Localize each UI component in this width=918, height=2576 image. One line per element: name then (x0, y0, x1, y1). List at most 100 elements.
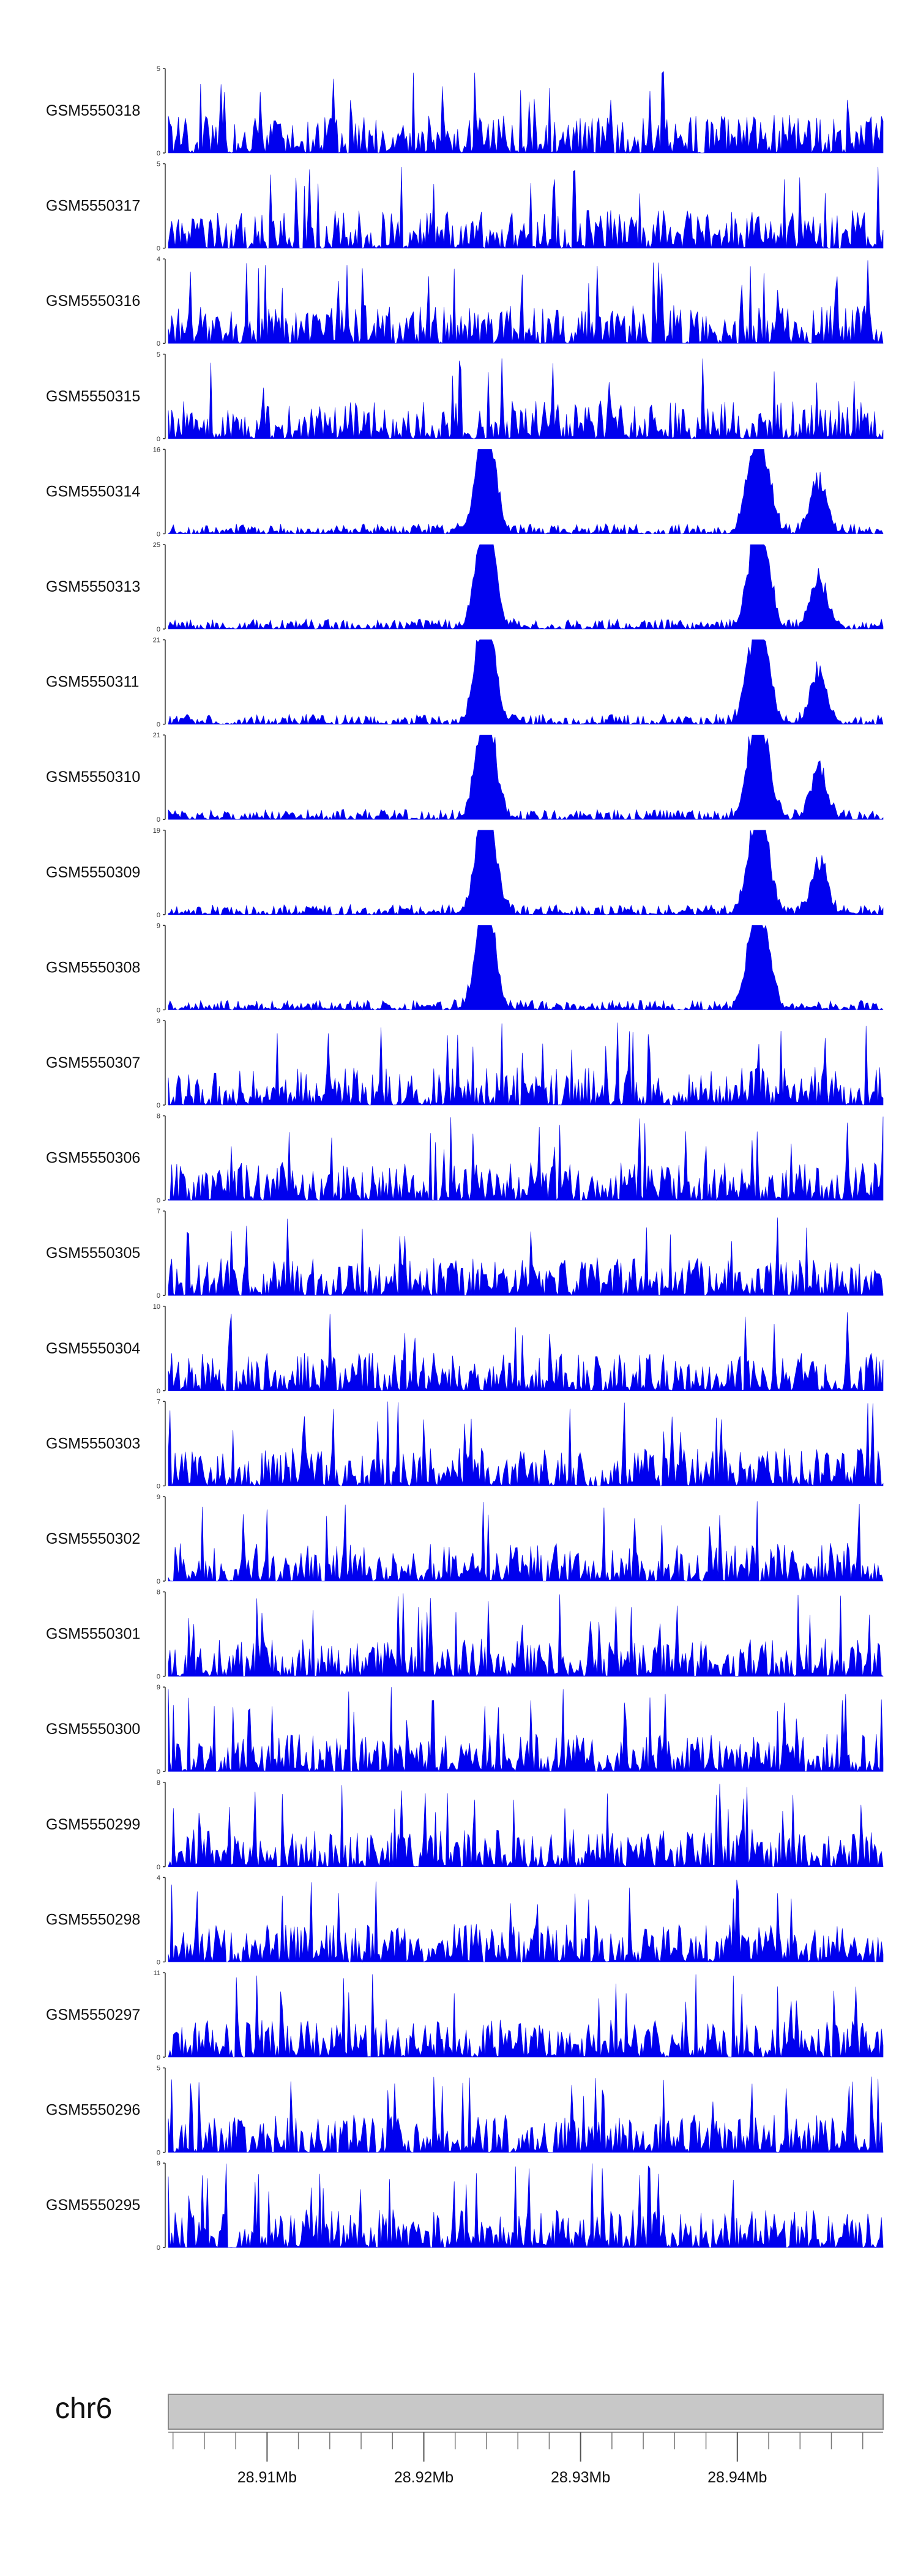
y-tick-label-max: 5 (157, 65, 160, 73)
coverage-area (168, 544, 884, 630)
coverage-area (168, 1116, 884, 1201)
coverage-area (168, 639, 884, 725)
y-tick-label-zero: 0 (157, 816, 160, 824)
axis-tick-label: 28.91Mb (237, 2469, 297, 2486)
track-label: GSM5550303 (46, 1435, 140, 1452)
genome-position-axis: 28.91Mb 28.92Mb 28.93Mb 28.94Mb (168, 2432, 883, 2486)
y-tick-label-zero: 0 (157, 912, 160, 919)
coverage-area (168, 1593, 884, 1677)
track-label: GSM5550302 (46, 1530, 140, 1547)
y-tick-label-zero: 0 (157, 1578, 160, 1585)
track-label: GSM5550298 (46, 1911, 140, 1928)
track-GSM5550306: GSM5550306 8 0 (46, 1113, 884, 1205)
y-tick-label-zero: 0 (157, 1673, 160, 1681)
track-label: GSM5550301 (46, 1626, 140, 1643)
track-GSM5550314: GSM5550314 16 0 (46, 446, 884, 538)
y-tick-label-zero: 0 (157, 1102, 160, 1109)
y-tick-label-zero: 0 (157, 626, 160, 633)
coverage-area (168, 1312, 884, 1391)
track-GSM5550301: GSM5550301 8 0 (46, 1589, 884, 1681)
y-tick-label-zero: 0 (157, 150, 160, 157)
track-GSM5550315: GSM5550315 5 0 (46, 351, 884, 443)
track-label: GSM5550307 (46, 1054, 140, 1071)
y-tick-label-max: 8 (157, 1113, 160, 1120)
track-label: GSM5550318 (46, 102, 140, 119)
track-label: GSM5550314 (46, 483, 140, 500)
y-tick-label-zero: 0 (157, 1768, 160, 1776)
track-label: GSM5550295 (46, 2197, 140, 2214)
track-label: GSM5550315 (46, 388, 140, 405)
coverage-area (168, 1401, 884, 1487)
y-tick-label-max: 7 (157, 1208, 160, 1215)
axis-tick-label: 28.94Mb (707, 2469, 767, 2486)
coverage-area (168, 449, 884, 535)
track-GSM5550313: GSM5550313 25 0 (46, 542, 884, 633)
y-tick-label-zero: 0 (157, 1388, 160, 1395)
track-GSM5550310: GSM5550310 21 0 (46, 732, 884, 824)
axis-tick-label: 28.92Mb (394, 2469, 453, 2486)
y-tick-label-max: 8 (157, 1589, 160, 1596)
track-GSM5550309: GSM5550309 19 0 (46, 827, 884, 919)
coverage-area (168, 1880, 884, 1963)
track-GSM5550308: GSM5550308 9 0 (46, 922, 884, 1014)
track-label: GSM5550310 (46, 769, 140, 786)
y-tick-label-zero: 0 (157, 1197, 160, 1205)
y-tick-label-max: 25 (153, 542, 160, 549)
track-GSM5550297: GSM5550297 11 0 (46, 1970, 884, 2061)
track-GSM5550295: GSM5550295 9 0 (46, 2160, 884, 2252)
track-GSM5550304: GSM5550304 10 0 (46, 1303, 884, 1395)
track-label: GSM5550300 (46, 1721, 140, 1738)
track-GSM5550296: GSM5550296 5 0 (46, 2065, 884, 2157)
track-GSM5550303: GSM5550303 7 0 (46, 1398, 884, 1490)
track-GSM5550298: GSM5550298 4 0 (46, 1874, 884, 1966)
y-tick-label-max: 9 (157, 2160, 160, 2167)
y-tick-label-zero: 0 (157, 2244, 160, 2252)
track-label: GSM5550313 (46, 578, 140, 595)
y-tick-label-max: 4 (157, 1874, 160, 1882)
y-tick-label-max: 21 (153, 732, 160, 739)
y-tick-label-zero: 0 (157, 1007, 160, 1014)
y-tick-label-max: 9 (157, 1018, 160, 1025)
coverage-area (168, 260, 884, 344)
y-tick-label-zero: 0 (157, 1292, 160, 1300)
track-label: GSM5550296 (46, 2102, 140, 2119)
y-tick-label-max: 8 (157, 1779, 160, 1787)
coverage-area (168, 1217, 884, 1296)
track-GSM5550305: GSM5550305 7 0 (46, 1208, 884, 1300)
y-tick-label-max: 5 (157, 351, 160, 359)
track-label: GSM5550305 (46, 1245, 140, 1262)
track-GSM5550300: GSM5550300 9 0 (46, 1684, 884, 1776)
y-tick-label-max: 16 (153, 446, 160, 453)
coverage-area (168, 1022, 884, 1106)
track-label: GSM5550297 (46, 2006, 140, 2023)
y-tick-label-zero: 0 (157, 2150, 160, 2157)
track-GSM5550302: GSM5550302 9 0 (46, 1494, 884, 1585)
y-tick-label-zero: 0 (157, 1483, 160, 1490)
y-tick-label-max: 10 (153, 1303, 160, 1311)
coverage-area (168, 358, 884, 439)
track-label: GSM5550316 (46, 292, 140, 310)
track-label: GSM5550306 (46, 1150, 140, 1167)
track-GSM5550318: GSM5550318 5 0 (46, 65, 884, 157)
y-tick-label-max: 7 (157, 1398, 160, 1405)
track-GSM5550311: GSM5550311 21 0 (46, 637, 884, 729)
ideogram: chr6 (55, 2392, 884, 2430)
coverage-area (168, 830, 884, 915)
y-tick-label-zero: 0 (157, 2054, 160, 2061)
track-GSM5550316: GSM5550316 4 0 (46, 256, 884, 348)
track-label: GSM5550299 (46, 1816, 140, 1833)
chromosome-label: chr6 (55, 2392, 112, 2425)
coverage-area (168, 1687, 884, 1773)
axis-tick-label: 28.93Mb (551, 2469, 610, 2486)
track-GSM5550317: GSM5550317 5 0 (46, 161, 884, 253)
y-tick-label-zero: 0 (157, 436, 160, 443)
coverage-area (168, 2163, 884, 2249)
tracks-layer: GSM555031850GSM555031750GSM555031640GSM5… (46, 65, 884, 2252)
coverage-area (168, 166, 884, 249)
y-tick-label-max: 4 (157, 256, 160, 263)
track-label: GSM5550304 (46, 1340, 140, 1357)
coverage-area (168, 1784, 884, 1867)
coverage-area (168, 734, 884, 821)
track-label: GSM5550317 (46, 198, 140, 215)
track-label: GSM5550309 (46, 864, 140, 881)
